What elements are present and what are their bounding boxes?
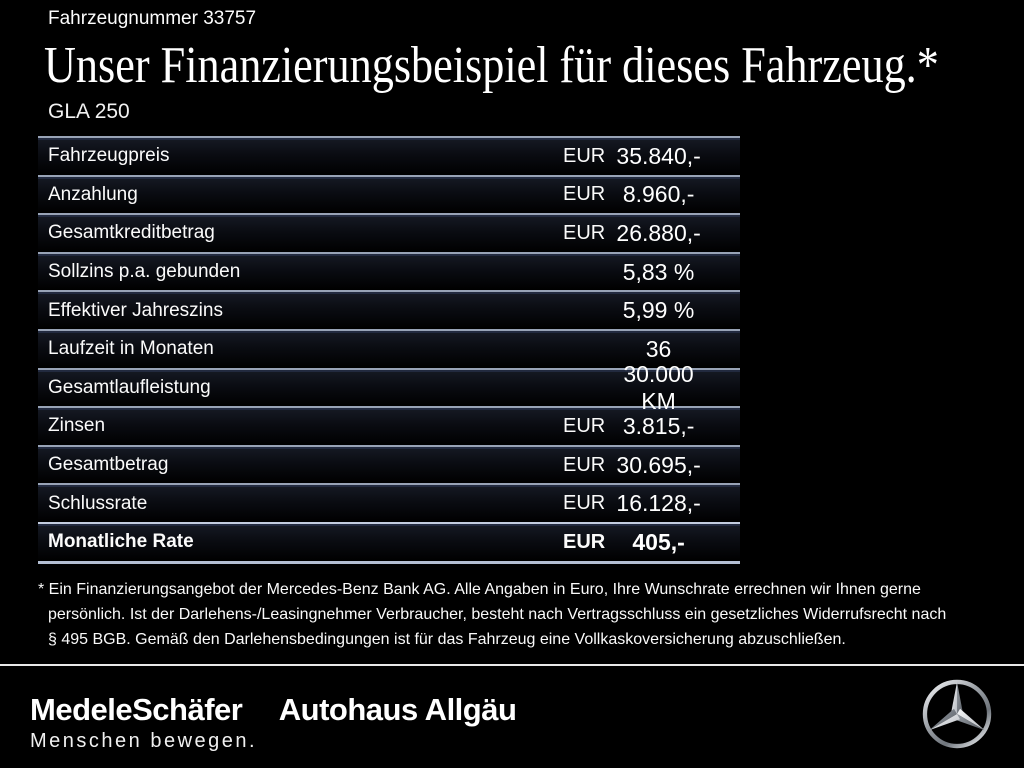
- footnote-line: § 495 BGB. Gemäß den Darlehensbedingunge…: [48, 631, 846, 648]
- row-value: 30.000 KM: [623, 360, 694, 414]
- footnote-line: persönlich. Ist der Darlehens-/Leasingne…: [48, 606, 947, 623]
- row-value: 5,99 %: [622, 297, 695, 324]
- row-currency: EUR: [563, 144, 606, 167]
- table-row: Schlussrate EUR 16.128,-: [38, 483, 740, 522]
- vehicle-model: GLA 250: [48, 100, 130, 123]
- footer-divider: [0, 664, 1024, 666]
- table-row: Gesamtkreditbetrag EUR 26.880,-: [38, 213, 740, 252]
- row-currency: EUR: [563, 183, 606, 206]
- row-label: Gesamtbetrag: [48, 454, 169, 476]
- row-label: Sollzins p.a. gebunden: [48, 261, 241, 283]
- dealer-logo-medeleschaefer: MedeleSchäfer: [30, 692, 243, 727]
- row-label: Gesamtlaufleistung: [48, 376, 211, 398]
- row-label: Effektiver Jahreszins: [48, 299, 223, 321]
- table-row: Monatliche Rate EUR 405,-: [38, 521, 740, 561]
- row-currency: EUR: [563, 414, 606, 437]
- row-value: 26.880,-: [616, 219, 701, 246]
- row-label: Anzahlung: [48, 183, 138, 205]
- row-currency: EUR: [563, 221, 606, 244]
- row-value: 405,-: [632, 528, 685, 555]
- table-row: Gesamtlaufleistung 30.000 KM: [38, 361, 740, 414]
- table-row: Gesamtbetrag EUR 30.695,-: [38, 444, 740, 484]
- table-row: Zinsen EUR 3.815,-: [38, 406, 740, 445]
- row-label: Gesamtkreditbetrag: [48, 222, 215, 244]
- row-value: 8.960,-: [622, 181, 695, 208]
- row-label: Laufzeit in Monaten: [48, 338, 214, 360]
- row-label: Monatliche Rate: [48, 531, 194, 553]
- financing-table: Fahrzeugpreis EUR 35.840,- Anzahlung EUR…: [38, 136, 740, 564]
- row-label: Fahrzeugpreis: [48, 145, 170, 167]
- table-row: Fahrzeugpreis EUR 35.840,-: [38, 136, 740, 175]
- page-title: Unser Finanzierungsbeispiel für dieses F…: [44, 37, 939, 94]
- vehicle-number: Fahrzeugnummer 33757: [48, 8, 257, 29]
- row-value: 36: [645, 335, 672, 362]
- footer: MedeleSchäfer Autohaus Allgäu Menschen b…: [0, 666, 1024, 768]
- table-row: Sollzins p.a. gebunden 5,83 %: [38, 251, 740, 291]
- row-value: 35.840,-: [616, 142, 701, 169]
- footnote: * Ein Finanzierungsangebot der Mercedes-…: [38, 577, 946, 652]
- row-currency: EUR: [563, 453, 606, 476]
- row-value: 5,83 %: [622, 258, 695, 285]
- row-label: Schlussrate: [48, 492, 148, 514]
- dealer-logos: MedeleSchäfer Autohaus Allgäu: [30, 692, 517, 728]
- row-label: Zinsen: [48, 415, 106, 437]
- footnote-line: * Ein Finanzierungsangebot der Mercedes-…: [38, 581, 921, 598]
- row-currency: EUR: [563, 530, 606, 553]
- mercedes-star-icon: [921, 678, 993, 750]
- table-row: Anzahlung EUR 8.960,-: [38, 174, 740, 214]
- table-row: Effektiver Jahreszins 5,99 %: [38, 290, 740, 329]
- row-value: 30.695,-: [616, 451, 701, 478]
- row-value: 16.128,-: [616, 490, 701, 517]
- dealer-logo-autohaus-allgaeu: Autohaus Allgäu: [278, 692, 517, 727]
- dealer-tagline: Menschen bewegen.: [30, 730, 258, 752]
- table-row: Laufzeit in Monaten 36: [38, 328, 740, 368]
- row-currency: EUR: [563, 492, 606, 515]
- row-value: 3.815,-: [622, 412, 695, 439]
